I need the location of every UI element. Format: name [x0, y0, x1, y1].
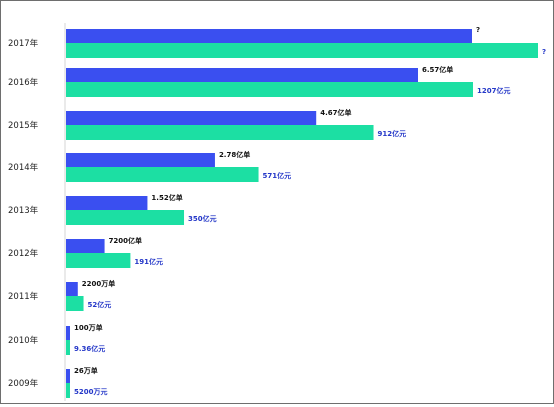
year-tick-label: 2011年: [8, 291, 39, 302]
orders-data-label: 26万单: [74, 366, 98, 375]
gmv-data-label: 350亿元: [188, 214, 217, 223]
orders-bar: [66, 68, 418, 82]
year-tick-label: 2010年: [8, 335, 39, 346]
orders-bar: [66, 196, 148, 210]
gmv-data-label: 5200万元: [74, 388, 107, 396]
year-tick-label: 2015年: [8, 120, 39, 131]
gmv-data-label: 52亿元: [88, 300, 112, 309]
orders-data-label: 100万单: [74, 323, 103, 332]
orders-data-label: ?: [476, 26, 480, 34]
orders-bar: [66, 369, 70, 383]
gmv-bar: [66, 125, 374, 140]
gmv-bar: [66, 253, 131, 268]
orders-bar: [66, 239, 105, 253]
year-tick-label: 2017年: [8, 38, 39, 49]
orders-data-label: 4.67亿单: [320, 108, 351, 117]
gmv-bar: [66, 167, 259, 182]
gmv-bar: [66, 82, 473, 97]
orders-data-label: 2200万单: [82, 279, 115, 288]
year-tick-label: 2009年: [8, 378, 39, 389]
orders-data-label: 2.78亿单: [219, 150, 250, 159]
orders-bar: [66, 153, 215, 167]
gmv-data-label: 1207亿元: [477, 86, 510, 95]
gmv-data-label: 9.36亿元: [74, 344, 105, 353]
orders-data-label: 6.57亿单: [422, 65, 453, 74]
gmv-bar: [66, 296, 84, 311]
orders-data-label: 7200亿单: [109, 236, 142, 245]
gmv-data-label: 191亿元: [134, 257, 163, 266]
orders-bar: [66, 111, 317, 125]
year-tick-label: 2014年: [8, 162, 39, 173]
year-tick-label: 2012年: [8, 248, 39, 259]
orders-bar: [66, 29, 472, 43]
gmv-data-label: ?: [542, 48, 546, 56]
year-tick-label: 2013年: [8, 205, 39, 216]
year-tick-label: 2016年: [8, 77, 39, 88]
orders-bar: [66, 282, 78, 296]
gmv-bar: [66, 210, 185, 225]
gmv-bar: [66, 340, 70, 355]
orders-data-label: 1.52亿单: [151, 193, 182, 202]
gmv-bar: [66, 43, 538, 58]
gmv-bar: [66, 383, 70, 398]
orders-bar: [66, 326, 70, 340]
gmv-data-label: 912亿元: [378, 129, 407, 138]
gmv-data-label: 571亿元: [263, 171, 292, 180]
